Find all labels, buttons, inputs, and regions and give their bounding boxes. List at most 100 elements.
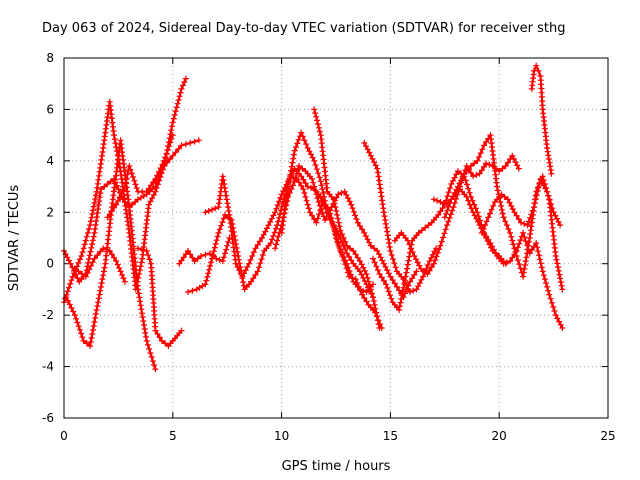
x-axis-label: GPS time / hours [282,459,391,474]
data-point-marker [520,229,527,236]
data-point-marker [393,283,400,290]
data-point-marker [458,177,465,184]
data-point-marker [497,199,504,205]
data-point-marker [313,166,320,173]
data-point-marker [336,223,343,230]
data-point-marker [86,226,92,232]
x-tick-label: 20 [492,429,507,443]
data-point-marker [113,144,120,151]
data-point-marker [149,195,156,202]
data-point-marker [311,106,318,113]
data-point-marker [120,187,127,194]
data-point-marker [370,298,377,304]
data-point-marker [118,190,125,197]
data-point-marker [143,188,150,195]
data-point-marker [494,187,501,194]
data-point-marker [121,183,128,190]
data-point-marker [509,254,516,261]
data-point-marker [505,226,512,232]
data-point-marker [66,301,73,308]
data-point-marker [374,267,381,274]
data-point-marker [173,104,180,111]
data-point-marker [161,157,168,164]
data-point-marker [404,261,411,268]
data-point-marker [132,181,139,188]
data-point-marker [510,155,517,162]
data-point-marker [347,271,354,278]
data-point-marker [366,149,373,156]
series-trace-17 [430,186,509,267]
data-point-marker [406,241,413,248]
data-point-marker [159,161,166,168]
plot-frame [63,57,609,419]
data-point-marker [275,233,282,240]
data-point-marker [444,222,450,229]
data-point-marker [289,159,296,166]
data-point-marker [384,267,391,274]
data-point-marker [195,137,202,144]
data-point-marker [311,157,318,164]
data-point-marker [448,181,455,187]
data-point-marker [445,218,452,225]
data-point-marker [428,254,435,261]
data-point-marker [285,179,292,186]
data-point-marker [212,240,219,247]
data-point-marker [92,311,99,317]
data-point-marker [219,258,226,265]
data-point-marker [114,261,121,268]
data-point-marker [146,345,153,352]
data-point-marker [499,210,506,217]
data-point-marker [100,268,107,275]
data-point-marker [376,325,383,331]
data-point-marker [361,229,368,236]
data-point-marker [138,306,145,313]
data-point-marker [367,242,374,249]
data-point-marker [379,257,386,264]
data-point-marker [90,207,96,214]
data-point-marker [426,258,433,265]
data-point-marker [504,196,511,203]
data-point-marker [366,282,373,289]
data-point-marker [316,174,323,181]
data-point-marker [122,179,129,186]
data-point-marker [531,200,538,207]
x-tick-label: 15 [383,429,398,443]
data-point-marker [71,265,78,272]
data-point-marker [301,137,308,144]
data-point-marker [544,188,551,195]
data-point-marker [516,261,523,268]
data-point-marker [498,202,505,209]
data-point-marker [143,337,150,344]
data-point-marker [512,159,519,166]
data-point-marker [250,275,257,282]
data-point-marker [478,167,485,174]
data-point-marker [218,222,225,229]
data-point-marker [360,264,367,271]
data-point-marker [435,211,442,218]
data-point-marker [529,207,536,214]
data-point-marker [404,237,411,244]
data-point-marker [535,183,542,190]
data-point-marker [315,199,322,205]
data-point-marker [148,354,155,360]
data-point-marker [553,215,560,222]
data-point-marker [223,246,230,253]
data-point-marker [430,196,437,203]
data-point-marker [80,245,87,252]
data-point-marker [79,249,86,256]
data-point-marker [372,162,379,169]
data-point-marker [363,298,370,305]
data-point-marker [369,155,376,162]
data-point-marker [447,185,453,192]
data-point-marker [348,257,355,264]
y-tick-label: 0 [46,257,54,271]
data-point-marker [95,299,102,306]
data-point-marker [439,205,446,211]
data-point-marker [525,218,532,225]
data-point-marker [513,212,520,219]
data-point-marker [312,162,319,168]
data-point-marker [343,250,350,257]
data-point-marker [510,241,517,248]
data-point-marker [557,275,564,282]
series-trace-12 [311,106,383,331]
